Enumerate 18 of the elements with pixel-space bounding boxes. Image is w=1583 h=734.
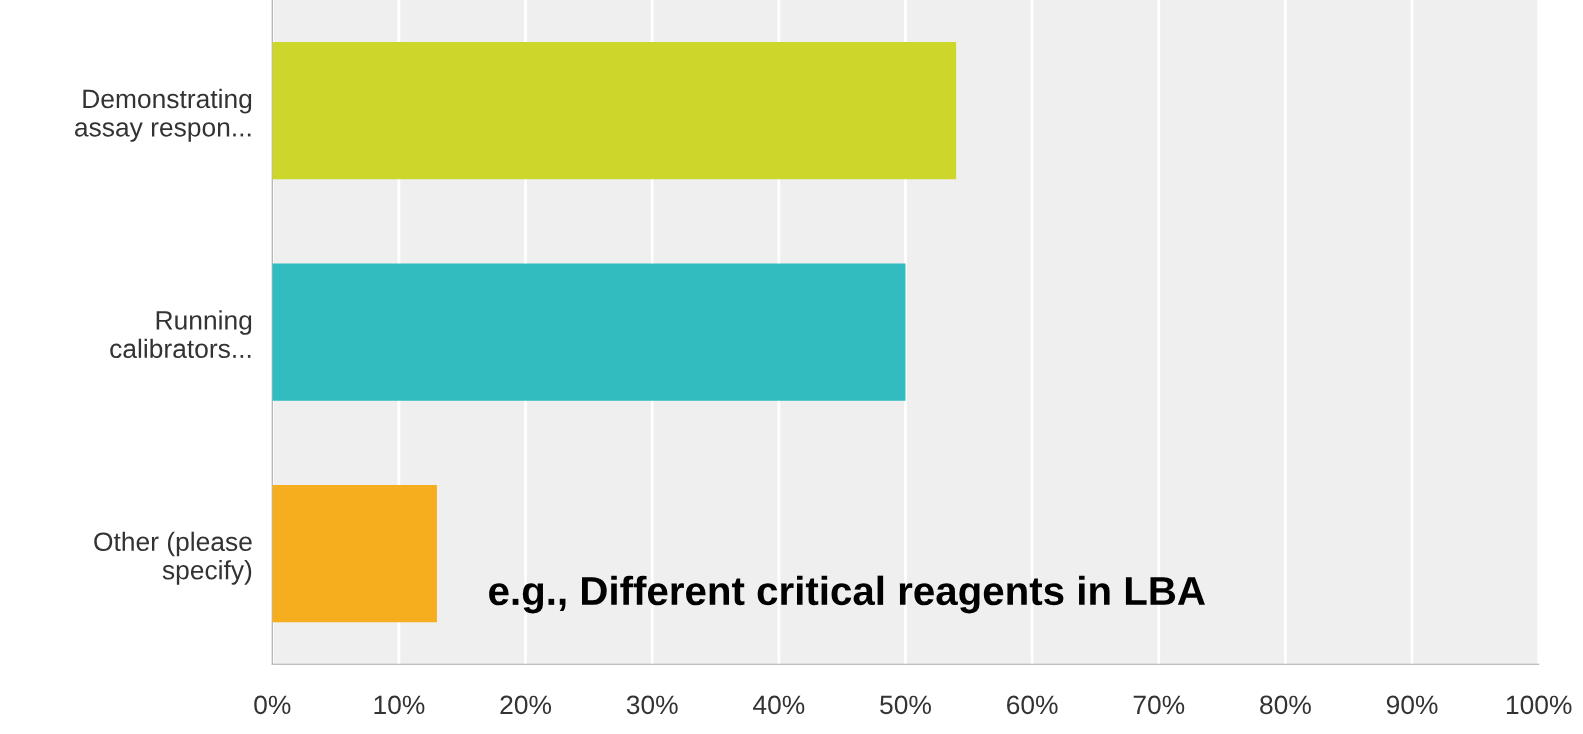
bar	[272, 42, 957, 180]
x-tick-label: 70%	[1133, 695, 1185, 715]
bar	[272, 263, 906, 401]
x-tick-label: 50%	[880, 695, 931, 715]
x-tick-label: 30%	[626, 695, 678, 715]
bar	[272, 484, 437, 623]
x-tick-label: 60%	[1007, 695, 1058, 715]
x-tick-label: 90%	[1386, 695, 1438, 715]
x-tick-label: 80%	[1260, 695, 1311, 715]
x-tick-label: 100%	[1506, 695, 1572, 715]
y-tick-label: Running calibrators...	[110, 310, 252, 359]
x-tick-label: 0%	[254, 695, 291, 715]
y-tick-label: Demonstrating assay respon...	[75, 88, 252, 142]
x-tick-label: 40%	[753, 695, 805, 715]
y-tick-label: Other (please specify)	[94, 531, 252, 585]
x-tick-label: 10%	[374, 695, 425, 715]
annotation: e.g., Different critical reagents in LBA	[489, 575, 1205, 614]
x-tick-label: 20%	[500, 695, 552, 715]
